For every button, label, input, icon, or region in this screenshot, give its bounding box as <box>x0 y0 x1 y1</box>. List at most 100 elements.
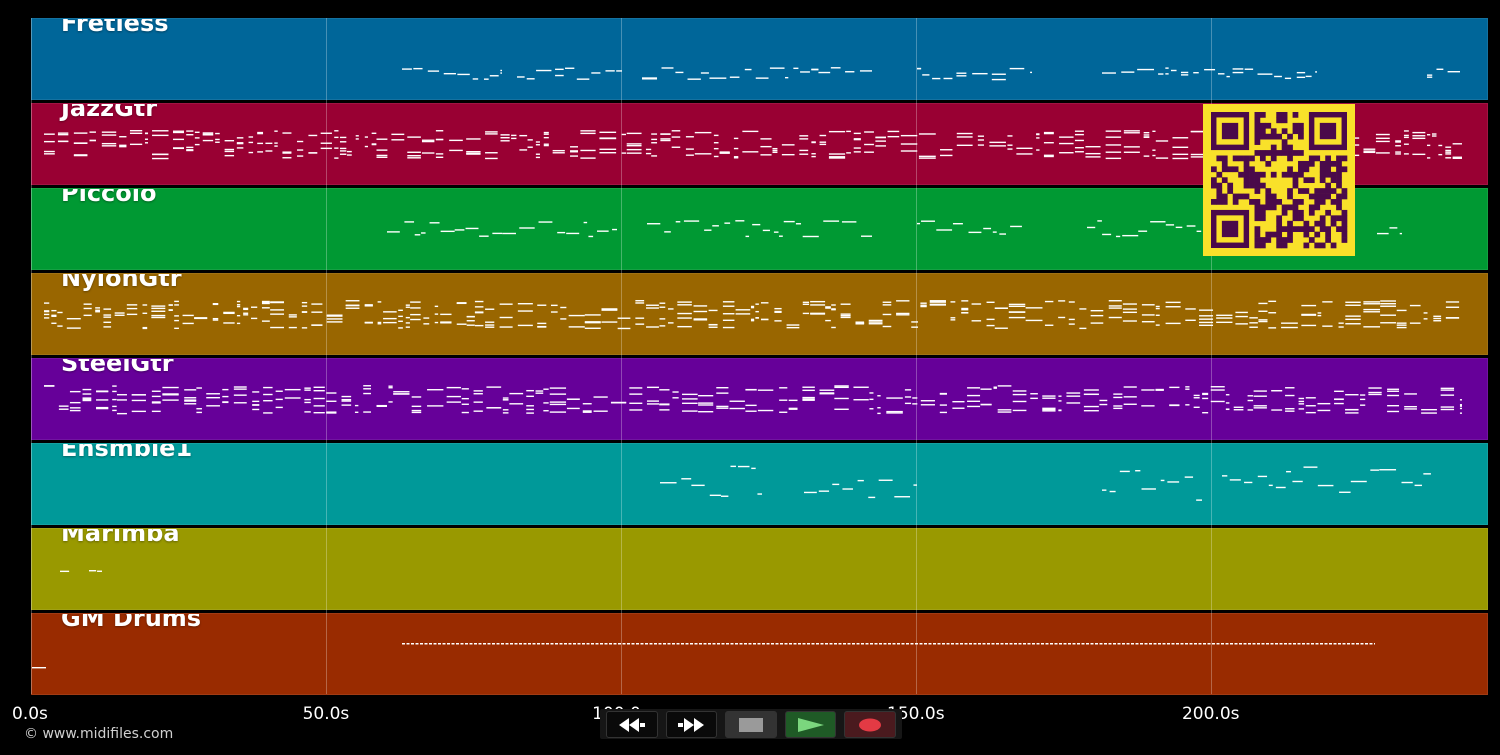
note-mark <box>257 132 264 135</box>
note-mark <box>243 308 249 311</box>
note-mark <box>236 300 241 303</box>
note-mark <box>911 326 919 328</box>
note-mark <box>917 222 921 225</box>
stop-button[interactable] <box>725 711 777 738</box>
note-mark <box>233 402 247 404</box>
rewind-button[interactable] <box>606 711 658 738</box>
note-mark <box>224 154 235 157</box>
note-mark <box>103 308 112 310</box>
track-name: JazzGtr <box>61 103 158 122</box>
note-mark <box>1105 144 1122 146</box>
note-mark <box>1322 301 1333 303</box>
note-mark <box>729 76 740 78</box>
note-mark <box>1247 395 1254 397</box>
note-mark <box>896 312 910 315</box>
note-mark <box>929 301 946 303</box>
note-mark <box>393 391 410 393</box>
note-mark <box>270 301 285 304</box>
note-mark <box>1199 321 1214 324</box>
note-mark <box>900 134 918 137</box>
note-mark <box>896 314 910 316</box>
note-mark <box>658 643 662 645</box>
note-mark <box>326 314 343 317</box>
note-mark <box>1203 643 1206 645</box>
note-mark <box>215 141 220 143</box>
note-mark <box>410 318 421 321</box>
note-mark <box>311 311 323 313</box>
note-mark <box>429 222 440 224</box>
note-mark <box>112 385 117 387</box>
note-mark <box>1008 316 1026 319</box>
note-mark <box>1268 327 1277 329</box>
note-mark <box>626 143 642 145</box>
note-mark <box>955 643 959 645</box>
note-mark <box>1363 301 1381 303</box>
note-mark <box>1122 303 1137 305</box>
note-mark <box>929 300 946 302</box>
note-mark <box>786 326 800 329</box>
note-mark <box>1123 403 1137 405</box>
note-mark <box>355 135 359 137</box>
note-mark <box>616 70 622 72</box>
note-mark <box>248 151 254 154</box>
note-mark <box>904 389 912 391</box>
note-mark <box>733 137 739 140</box>
note-mark <box>1315 643 1319 645</box>
note-mark <box>1447 71 1460 73</box>
note-mark <box>1270 643 1274 645</box>
note-mark <box>117 399 127 401</box>
note-mark <box>1433 315 1442 317</box>
note-mark <box>708 309 718 312</box>
note-mark <box>308 134 318 137</box>
note-mark <box>1121 71 1135 73</box>
note-mark <box>1380 303 1396 305</box>
note-mark <box>704 229 712 231</box>
note-mark <box>724 222 731 224</box>
note-mark <box>483 78 489 80</box>
note-mark <box>51 322 57 324</box>
fast-forward-button[interactable] <box>665 711 718 738</box>
note-mark <box>1281 322 1298 324</box>
note-mark <box>270 313 285 315</box>
note-mark <box>755 303 759 305</box>
track-lane-ensmble1: Ensmble1 <box>31 443 1488 525</box>
note-mark <box>1043 132 1054 135</box>
note-mark <box>103 316 112 318</box>
note-mark <box>112 405 117 408</box>
note-mark <box>735 313 751 315</box>
note-mark <box>904 396 912 398</box>
note-mark <box>1032 643 1035 645</box>
note-mark <box>550 643 554 645</box>
note-mark <box>101 134 117 136</box>
note-mark <box>248 141 254 144</box>
note-mark <box>257 142 264 145</box>
play-button[interactable] <box>784 711 837 738</box>
note-mark <box>1412 153 1426 156</box>
note-mark <box>301 311 308 313</box>
note-mark <box>977 139 984 141</box>
note-mark <box>1412 131 1426 134</box>
note-mark <box>929 304 946 306</box>
note-mark <box>112 398 117 401</box>
note-mark <box>519 227 535 229</box>
note-mark <box>1345 304 1361 306</box>
note-mark <box>535 141 540 143</box>
note-mark <box>1087 226 1096 229</box>
note-mark <box>1281 326 1298 329</box>
note-mark <box>1252 643 1256 645</box>
note-mark <box>1421 408 1437 411</box>
note-mark <box>1193 72 1199 74</box>
record-button[interactable] <box>844 711 896 738</box>
note-mark <box>421 139 435 141</box>
note-mark <box>129 132 143 135</box>
note-mark <box>526 389 534 392</box>
note-mark <box>405 316 410 319</box>
note-mark <box>852 643 855 645</box>
note-mark <box>1301 314 1317 316</box>
note-mark <box>799 149 809 152</box>
note-mark <box>875 140 886 142</box>
note-mark <box>913 484 917 486</box>
note-mark <box>1152 149 1156 151</box>
note-mark <box>282 152 292 154</box>
note-mark <box>868 323 883 325</box>
